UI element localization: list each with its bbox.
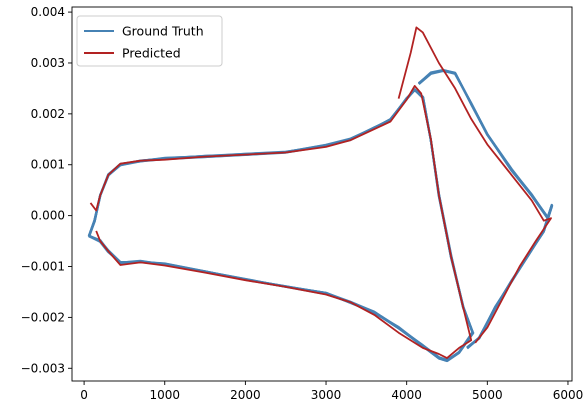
y-tick-label: 0.001: [31, 158, 65, 172]
y-tick-label: 0.000: [31, 209, 65, 223]
x-tick-label: 6000: [553, 388, 584, 402]
legend: Ground Truth Predicted: [76, 15, 223, 67]
x-tick-label: 3000: [311, 388, 342, 402]
axes-frame: [71, 6, 573, 382]
legend-label-predicted: Predicted: [122, 46, 181, 61]
x-tick-label: 4000: [391, 388, 422, 402]
predicted-loop-1: [397, 26, 552, 344]
y-tick-label: 0.003: [31, 56, 65, 70]
x-tick-label: 0: [80, 388, 88, 402]
x-tick-label: 2000: [230, 388, 261, 402]
y-tick-label: −0.001: [21, 260, 65, 274]
y-axis: −0.003 −0.002 −0.001 0.000 0.001 0.002 0.003 0.…: [21, 5, 72, 375]
y-tick-label: −0.003: [21, 361, 65, 375]
series-layer: [87, 26, 554, 363]
y-tick-label: −0.002: [21, 310, 65, 324]
x-tick-label: 1000: [149, 388, 180, 402]
plot-area: [71, 6, 573, 382]
y-tick-label: 0.004: [31, 5, 65, 19]
predicted-loop-0: [89, 85, 473, 359]
x-axis: 0 1000 2000 3000 4000 5000 6000: [80, 381, 583, 402]
legend-label-ground-truth: Ground Truth: [122, 24, 204, 39]
y-tick-label: 0.002: [31, 107, 65, 121]
x-tick-label: 5000: [472, 388, 503, 402]
